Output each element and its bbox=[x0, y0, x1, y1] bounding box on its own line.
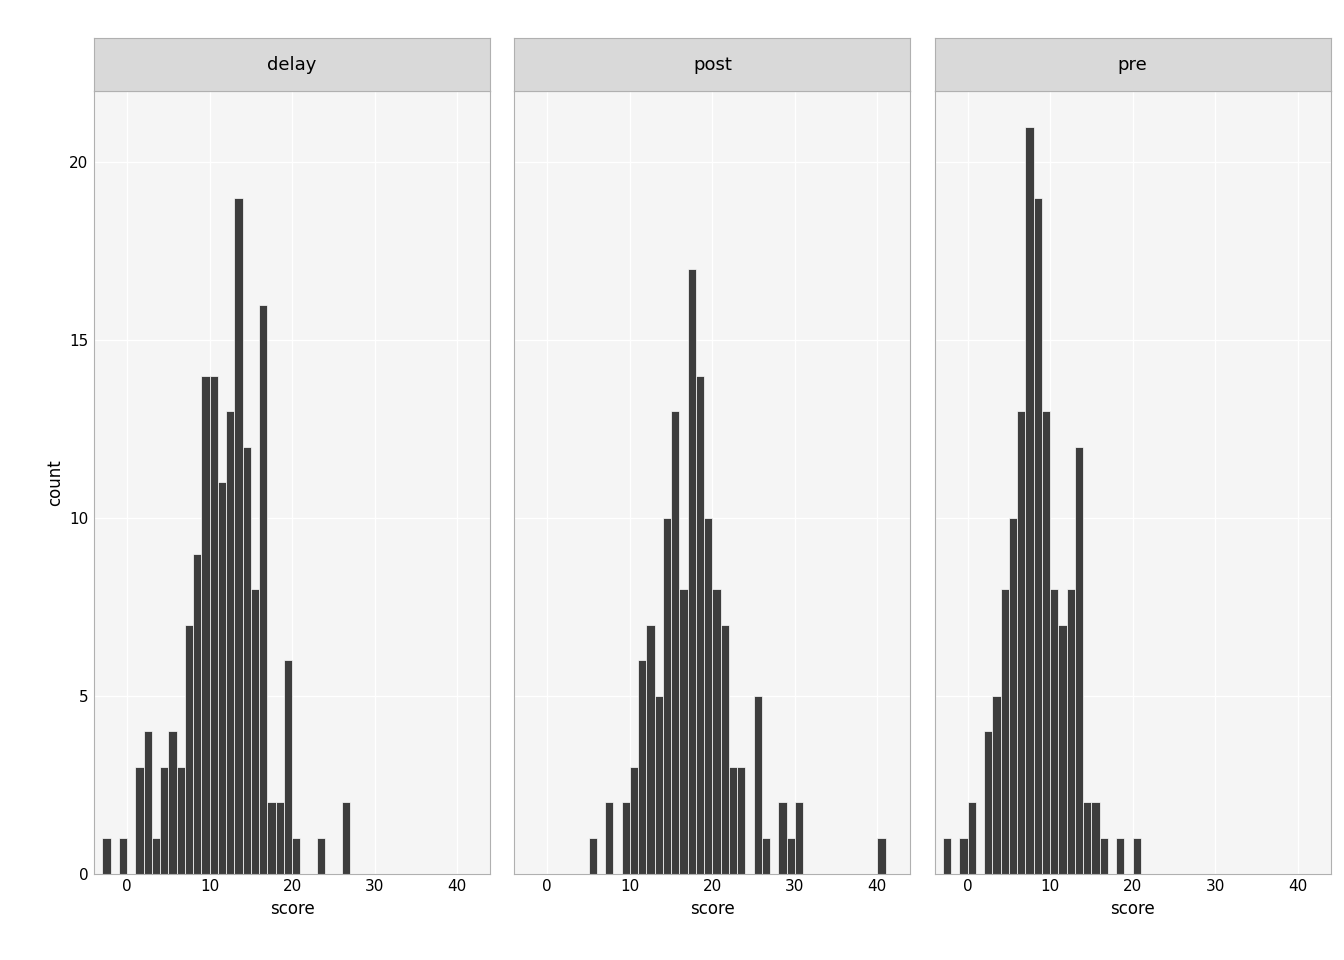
Bar bbox=[242, 446, 251, 874]
Bar bbox=[202, 375, 210, 874]
Bar bbox=[226, 411, 234, 874]
Bar bbox=[292, 838, 300, 874]
Bar bbox=[1075, 446, 1083, 874]
Bar bbox=[960, 838, 968, 874]
Bar bbox=[136, 767, 144, 874]
Bar bbox=[218, 483, 226, 874]
Bar bbox=[878, 838, 886, 874]
Bar bbox=[259, 304, 267, 874]
Bar bbox=[984, 732, 992, 874]
Bar bbox=[267, 803, 276, 874]
Bar bbox=[185, 625, 194, 874]
Bar bbox=[778, 803, 786, 874]
Bar bbox=[1009, 518, 1017, 874]
Bar bbox=[712, 589, 720, 874]
Bar bbox=[1034, 198, 1042, 874]
Bar bbox=[152, 838, 160, 874]
Text: pre: pre bbox=[1118, 56, 1148, 74]
Bar bbox=[210, 375, 218, 874]
Bar bbox=[144, 732, 152, 874]
Bar bbox=[102, 838, 110, 874]
Bar bbox=[194, 554, 202, 874]
Bar bbox=[688, 269, 696, 874]
Bar bbox=[737, 767, 746, 874]
Y-axis label: count: count bbox=[46, 459, 63, 506]
Bar bbox=[605, 803, 613, 874]
Text: delay: delay bbox=[267, 56, 317, 74]
Bar bbox=[679, 589, 688, 874]
Bar bbox=[992, 696, 1000, 874]
Bar bbox=[704, 518, 712, 874]
Bar bbox=[1050, 589, 1058, 874]
Bar bbox=[720, 625, 728, 874]
Text: post: post bbox=[694, 56, 731, 74]
Bar bbox=[176, 767, 185, 874]
Bar bbox=[646, 625, 655, 874]
Bar bbox=[663, 518, 671, 874]
Bar bbox=[1058, 625, 1067, 874]
Bar bbox=[786, 838, 794, 874]
X-axis label: score: score bbox=[1110, 900, 1154, 918]
Bar bbox=[968, 803, 976, 874]
Bar bbox=[168, 732, 176, 874]
Bar bbox=[794, 803, 804, 874]
Bar bbox=[1116, 838, 1125, 874]
Bar bbox=[762, 838, 770, 874]
Bar bbox=[1067, 589, 1075, 874]
Bar bbox=[1017, 411, 1025, 874]
Bar bbox=[754, 696, 762, 874]
Bar bbox=[1025, 127, 1034, 874]
Bar bbox=[621, 803, 630, 874]
Bar bbox=[160, 767, 168, 874]
Bar bbox=[251, 589, 259, 874]
Bar bbox=[234, 198, 242, 874]
Bar bbox=[1099, 838, 1107, 874]
Bar bbox=[655, 696, 663, 874]
Bar bbox=[284, 660, 292, 874]
Bar bbox=[630, 767, 638, 874]
Bar bbox=[1000, 589, 1009, 874]
Bar bbox=[671, 411, 679, 874]
Bar bbox=[317, 838, 325, 874]
Bar bbox=[696, 375, 704, 874]
Bar bbox=[1091, 803, 1099, 874]
Bar bbox=[1042, 411, 1050, 874]
Bar bbox=[118, 838, 128, 874]
Bar bbox=[638, 660, 646, 874]
Bar bbox=[728, 767, 737, 874]
Bar bbox=[942, 838, 952, 874]
Bar bbox=[276, 803, 284, 874]
Bar bbox=[1133, 838, 1141, 874]
X-axis label: score: score bbox=[270, 900, 314, 918]
Bar bbox=[1083, 803, 1091, 874]
Bar bbox=[341, 803, 349, 874]
Bar bbox=[589, 838, 597, 874]
X-axis label: score: score bbox=[689, 900, 735, 918]
